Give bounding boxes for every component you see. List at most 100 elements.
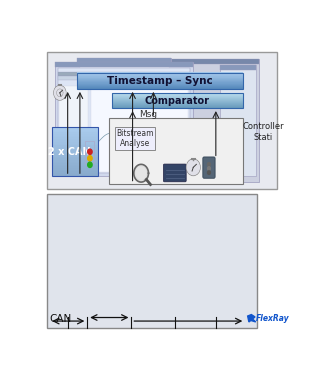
Bar: [77, 78, 243, 79]
Bar: [55, 62, 192, 67]
Bar: [77, 82, 243, 83]
Bar: [77, 86, 243, 87]
Bar: [77, 85, 243, 86]
Bar: [112, 107, 243, 108]
Bar: [77, 73, 243, 89]
Bar: [61, 143, 85, 147]
Bar: [47, 194, 258, 328]
Text: 2 x CAN: 2 x CAN: [48, 147, 91, 157]
Bar: [80, 120, 169, 124]
Polygon shape: [248, 314, 256, 322]
Bar: [77, 78, 243, 79]
Bar: [112, 98, 243, 99]
Bar: [77, 76, 243, 77]
Bar: [52, 153, 98, 155]
Bar: [77, 74, 243, 75]
Bar: [112, 105, 243, 106]
Bar: [61, 165, 85, 169]
Bar: [52, 152, 98, 154]
Bar: [77, 86, 243, 87]
Bar: [52, 148, 98, 150]
Bar: [52, 143, 98, 145]
Bar: [77, 82, 243, 83]
Text: Comparator: Comparator: [145, 96, 210, 106]
Bar: [55, 62, 192, 176]
Bar: [112, 104, 243, 105]
Bar: [77, 73, 243, 74]
Bar: [52, 169, 98, 171]
Text: Msg: Msg: [139, 110, 158, 119]
Bar: [77, 84, 243, 85]
Bar: [112, 103, 243, 104]
Bar: [112, 93, 243, 108]
Bar: [52, 160, 98, 162]
Bar: [77, 74, 243, 75]
Bar: [52, 166, 98, 168]
Circle shape: [88, 162, 92, 167]
Bar: [220, 65, 256, 176]
Bar: [168, 127, 221, 131]
Bar: [112, 104, 243, 105]
Bar: [77, 85, 243, 86]
Bar: [52, 163, 98, 165]
Bar: [77, 75, 243, 76]
Bar: [112, 94, 243, 95]
Bar: [112, 99, 243, 100]
Bar: [61, 158, 85, 161]
Bar: [112, 95, 243, 96]
Bar: [52, 158, 98, 160]
Bar: [86, 141, 94, 163]
FancyBboxPatch shape: [203, 157, 215, 178]
Bar: [52, 156, 98, 158]
Bar: [58, 71, 190, 76]
Circle shape: [54, 86, 66, 100]
Bar: [112, 106, 243, 107]
Bar: [80, 81, 169, 86]
Bar: [112, 93, 243, 94]
Bar: [77, 81, 243, 82]
Bar: [220, 65, 256, 70]
Bar: [112, 101, 243, 102]
Bar: [168, 166, 221, 170]
FancyBboxPatch shape: [163, 164, 186, 182]
Bar: [168, 146, 221, 150]
Bar: [52, 129, 98, 131]
Bar: [112, 106, 243, 107]
Bar: [168, 159, 221, 163]
Circle shape: [208, 162, 210, 166]
Bar: [77, 73, 243, 74]
Bar: [52, 130, 98, 132]
Bar: [166, 60, 259, 182]
Text: Controller
Stati: Controller Stati: [243, 122, 284, 142]
Bar: [91, 86, 188, 172]
Bar: [112, 97, 243, 98]
Bar: [77, 87, 243, 88]
Bar: [52, 147, 98, 149]
Bar: [80, 112, 169, 117]
Bar: [52, 150, 98, 152]
Bar: [52, 155, 98, 157]
Bar: [58, 76, 190, 80]
Bar: [52, 135, 98, 137]
Bar: [77, 77, 243, 78]
Circle shape: [54, 86, 65, 99]
Bar: [77, 58, 171, 63]
Bar: [77, 83, 243, 84]
Circle shape: [208, 167, 210, 170]
Bar: [112, 103, 243, 104]
Circle shape: [88, 156, 92, 161]
Text: Timestamp – Sync: Timestamp – Sync: [107, 76, 213, 86]
Bar: [115, 126, 155, 150]
Bar: [77, 83, 243, 84]
Bar: [168, 172, 221, 176]
Bar: [112, 96, 243, 97]
Bar: [80, 66, 169, 71]
Bar: [109, 118, 243, 184]
Circle shape: [187, 160, 199, 175]
Bar: [52, 132, 98, 134]
Bar: [112, 99, 243, 100]
Bar: [52, 137, 98, 139]
Bar: [166, 60, 259, 63]
Bar: [59, 86, 88, 172]
Bar: [61, 128, 85, 132]
